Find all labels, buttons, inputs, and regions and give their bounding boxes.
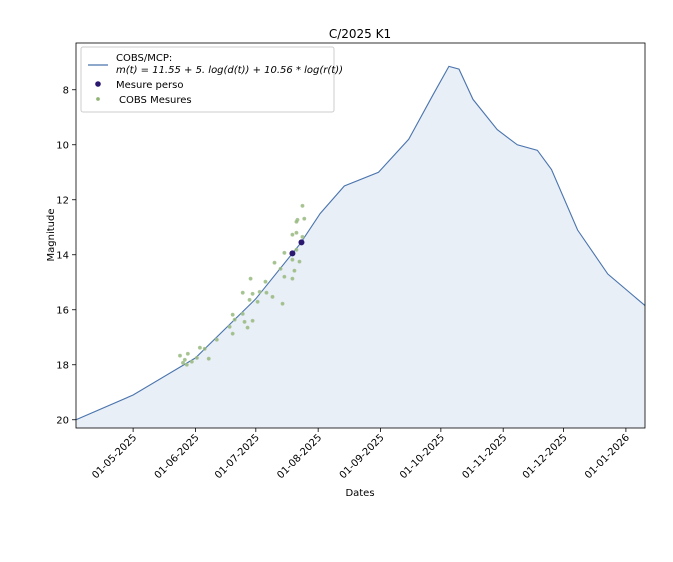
curve-line [75, 65, 646, 421]
x-tick-label: 01-07-2025 [213, 432, 262, 481]
x-tick-label: 01-11-2025 [460, 432, 509, 481]
cobs-point [290, 276, 295, 281]
cobs-point [257, 289, 262, 294]
cobs-point [182, 357, 187, 362]
legend-perso-name: Mesure perso [116, 80, 184, 91]
cobs-point [227, 324, 232, 329]
perso-point [289, 250, 296, 257]
cobs-point [232, 317, 237, 322]
x-tick-label: 01-12-2025 [521, 432, 570, 481]
curve-fill-area [76, 66, 645, 429]
y-tick-label: 18 [56, 360, 69, 371]
cobs-point [230, 331, 235, 336]
cobs-point [181, 360, 186, 365]
legend-cobs-swatch [95, 96, 101, 102]
legend-line-name: COBS/MCP: [116, 53, 172, 64]
cobs-point [197, 345, 202, 350]
cobs-point [206, 356, 211, 361]
legend: COBS/MCP: m(t) = 11.55 + 5. log(d(t)) + … [80, 46, 343, 113]
x-tick-label: 01-01-2026 [583, 432, 632, 481]
cobs-point [264, 290, 269, 295]
x-tick-label: 01-10-2025 [398, 432, 447, 481]
cobs-point [194, 355, 199, 360]
perso-point [298, 239, 305, 246]
x-tick-label: 01-05-2025 [90, 432, 139, 481]
legend-perso-swatch [95, 81, 101, 87]
legend-line-formula: m(t) = 11.55 + 5. log(d(t)) + 10.56 * lo… [116, 65, 343, 76]
cobs-point [294, 230, 299, 235]
legend-cobs-name: COBS Mesures [119, 95, 192, 106]
cobs-point [247, 297, 252, 302]
y-tick-label: 8 [63, 85, 69, 96]
cobs-point [290, 257, 295, 262]
cobs-point [240, 311, 245, 316]
cobs-point [300, 234, 305, 239]
cobs-point [297, 259, 302, 264]
cobs-point [255, 299, 260, 304]
y-tick-label: 12 [56, 195, 69, 206]
cobs-point [294, 247, 299, 252]
cobs-point [250, 291, 255, 296]
cobs-point [300, 203, 305, 208]
cobs-point [242, 319, 247, 324]
cobs-point [189, 359, 194, 364]
cobs-point [292, 268, 297, 273]
cobs-point [272, 260, 277, 265]
cobs-point [240, 290, 245, 295]
x-axis-label: Dates [345, 488, 374, 499]
y-axis-label: Magnitude [46, 209, 57, 262]
legend-box [80, 46, 335, 113]
y-tick-label: 10 [56, 140, 69, 151]
cobs-point [263, 279, 268, 284]
y-tick-label: 20 [56, 415, 69, 426]
cobs-point [270, 294, 275, 299]
cobs-point [248, 276, 253, 281]
cobs-point [290, 232, 295, 237]
cobs-point [280, 301, 285, 306]
cobs-point [230, 312, 235, 317]
cobs-point [282, 250, 287, 255]
cobs-point [250, 318, 255, 323]
cobs-point [184, 362, 189, 367]
x-tick-label: 01-09-2025 [338, 432, 387, 481]
cobs-point [294, 219, 299, 224]
cobs-point [202, 346, 207, 351]
cobs-point [245, 325, 250, 330]
cobs-point [282, 274, 287, 279]
cobs-point [177, 353, 182, 358]
y-tick-label: 14 [56, 250, 69, 261]
y-tick-label: 16 [56, 305, 69, 316]
cobs-point [214, 337, 219, 342]
cobs-point [302, 216, 307, 221]
chart-title: C/2025 K1 [329, 27, 391, 41]
cobs-point [185, 351, 190, 356]
plot-frame [75, 42, 646, 429]
cobs-point [278, 266, 283, 271]
x-tick-label: 01-06-2025 [153, 432, 202, 481]
x-tick-label: 01-08-2025 [275, 432, 324, 481]
